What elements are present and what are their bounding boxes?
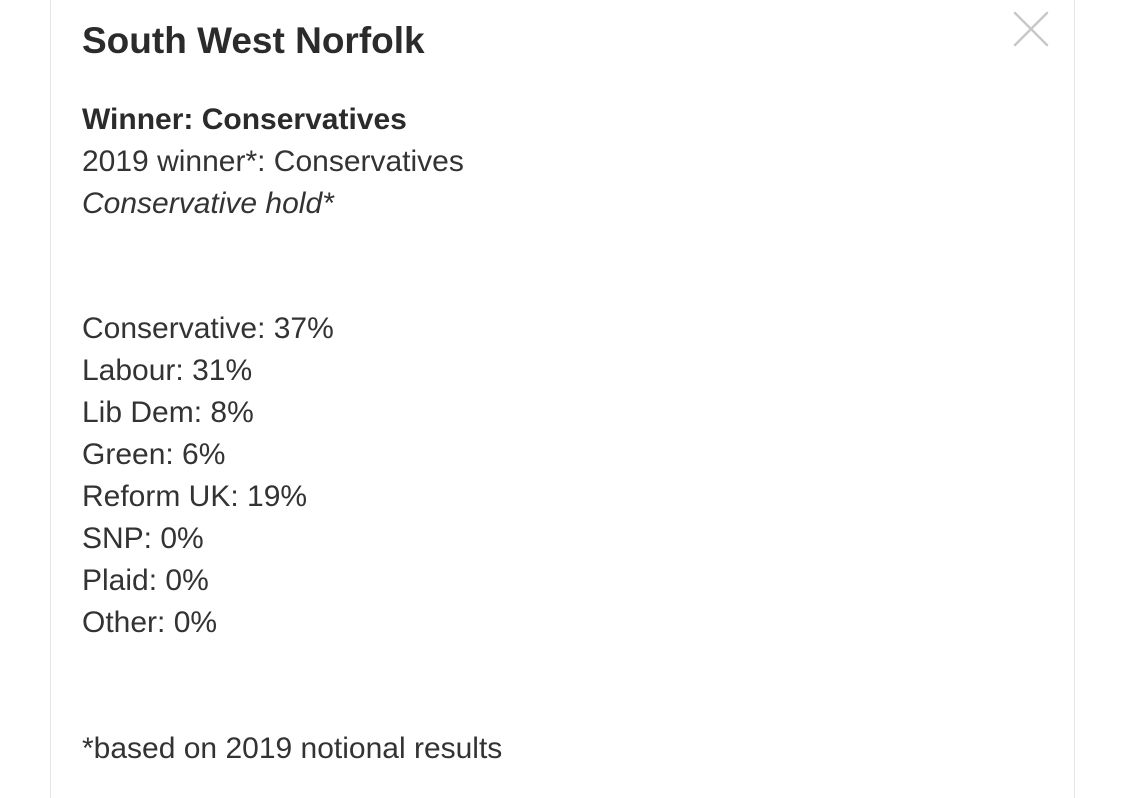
vote-share-snp: SNP: 0% — [82, 522, 204, 555]
vote-share-list: Conservative: 37% Labour: 31% Lib Dem: 8… — [82, 308, 334, 644]
constituency-result-panel: South West Norfolk Winner: Conservatives… — [50, 0, 1075, 798]
footnote: *based on 2019 notional results — [82, 732, 503, 765]
vote-share-reform-uk: Reform UK: 19% — [82, 480, 308, 513]
vote-share-lib-dem: Lib Dem: 8% — [82, 396, 254, 429]
close-icon — [1013, 11, 1049, 47]
vote-share-green: Green: 6% — [82, 438, 226, 471]
vote-share-labour: Labour: 31% — [82, 354, 253, 387]
vote-share-other: Other: 0% — [82, 606, 218, 639]
winner-label: Winner: Conservatives — [82, 103, 407, 136]
constituency-title: South West Norfolk — [82, 20, 425, 61]
close-button[interactable] — [1012, 10, 1050, 48]
previous-winner-label: 2019 winner*: Conservatives — [82, 145, 464, 178]
winner-info: Winner: Conservatives 2019 winner*: Cons… — [82, 99, 464, 225]
vote-share-conservative: Conservative: 37% — [82, 312, 334, 345]
result-status: Conservative hold* — [82, 187, 334, 220]
vote-share-plaid: Plaid: 0% — [82, 564, 209, 597]
